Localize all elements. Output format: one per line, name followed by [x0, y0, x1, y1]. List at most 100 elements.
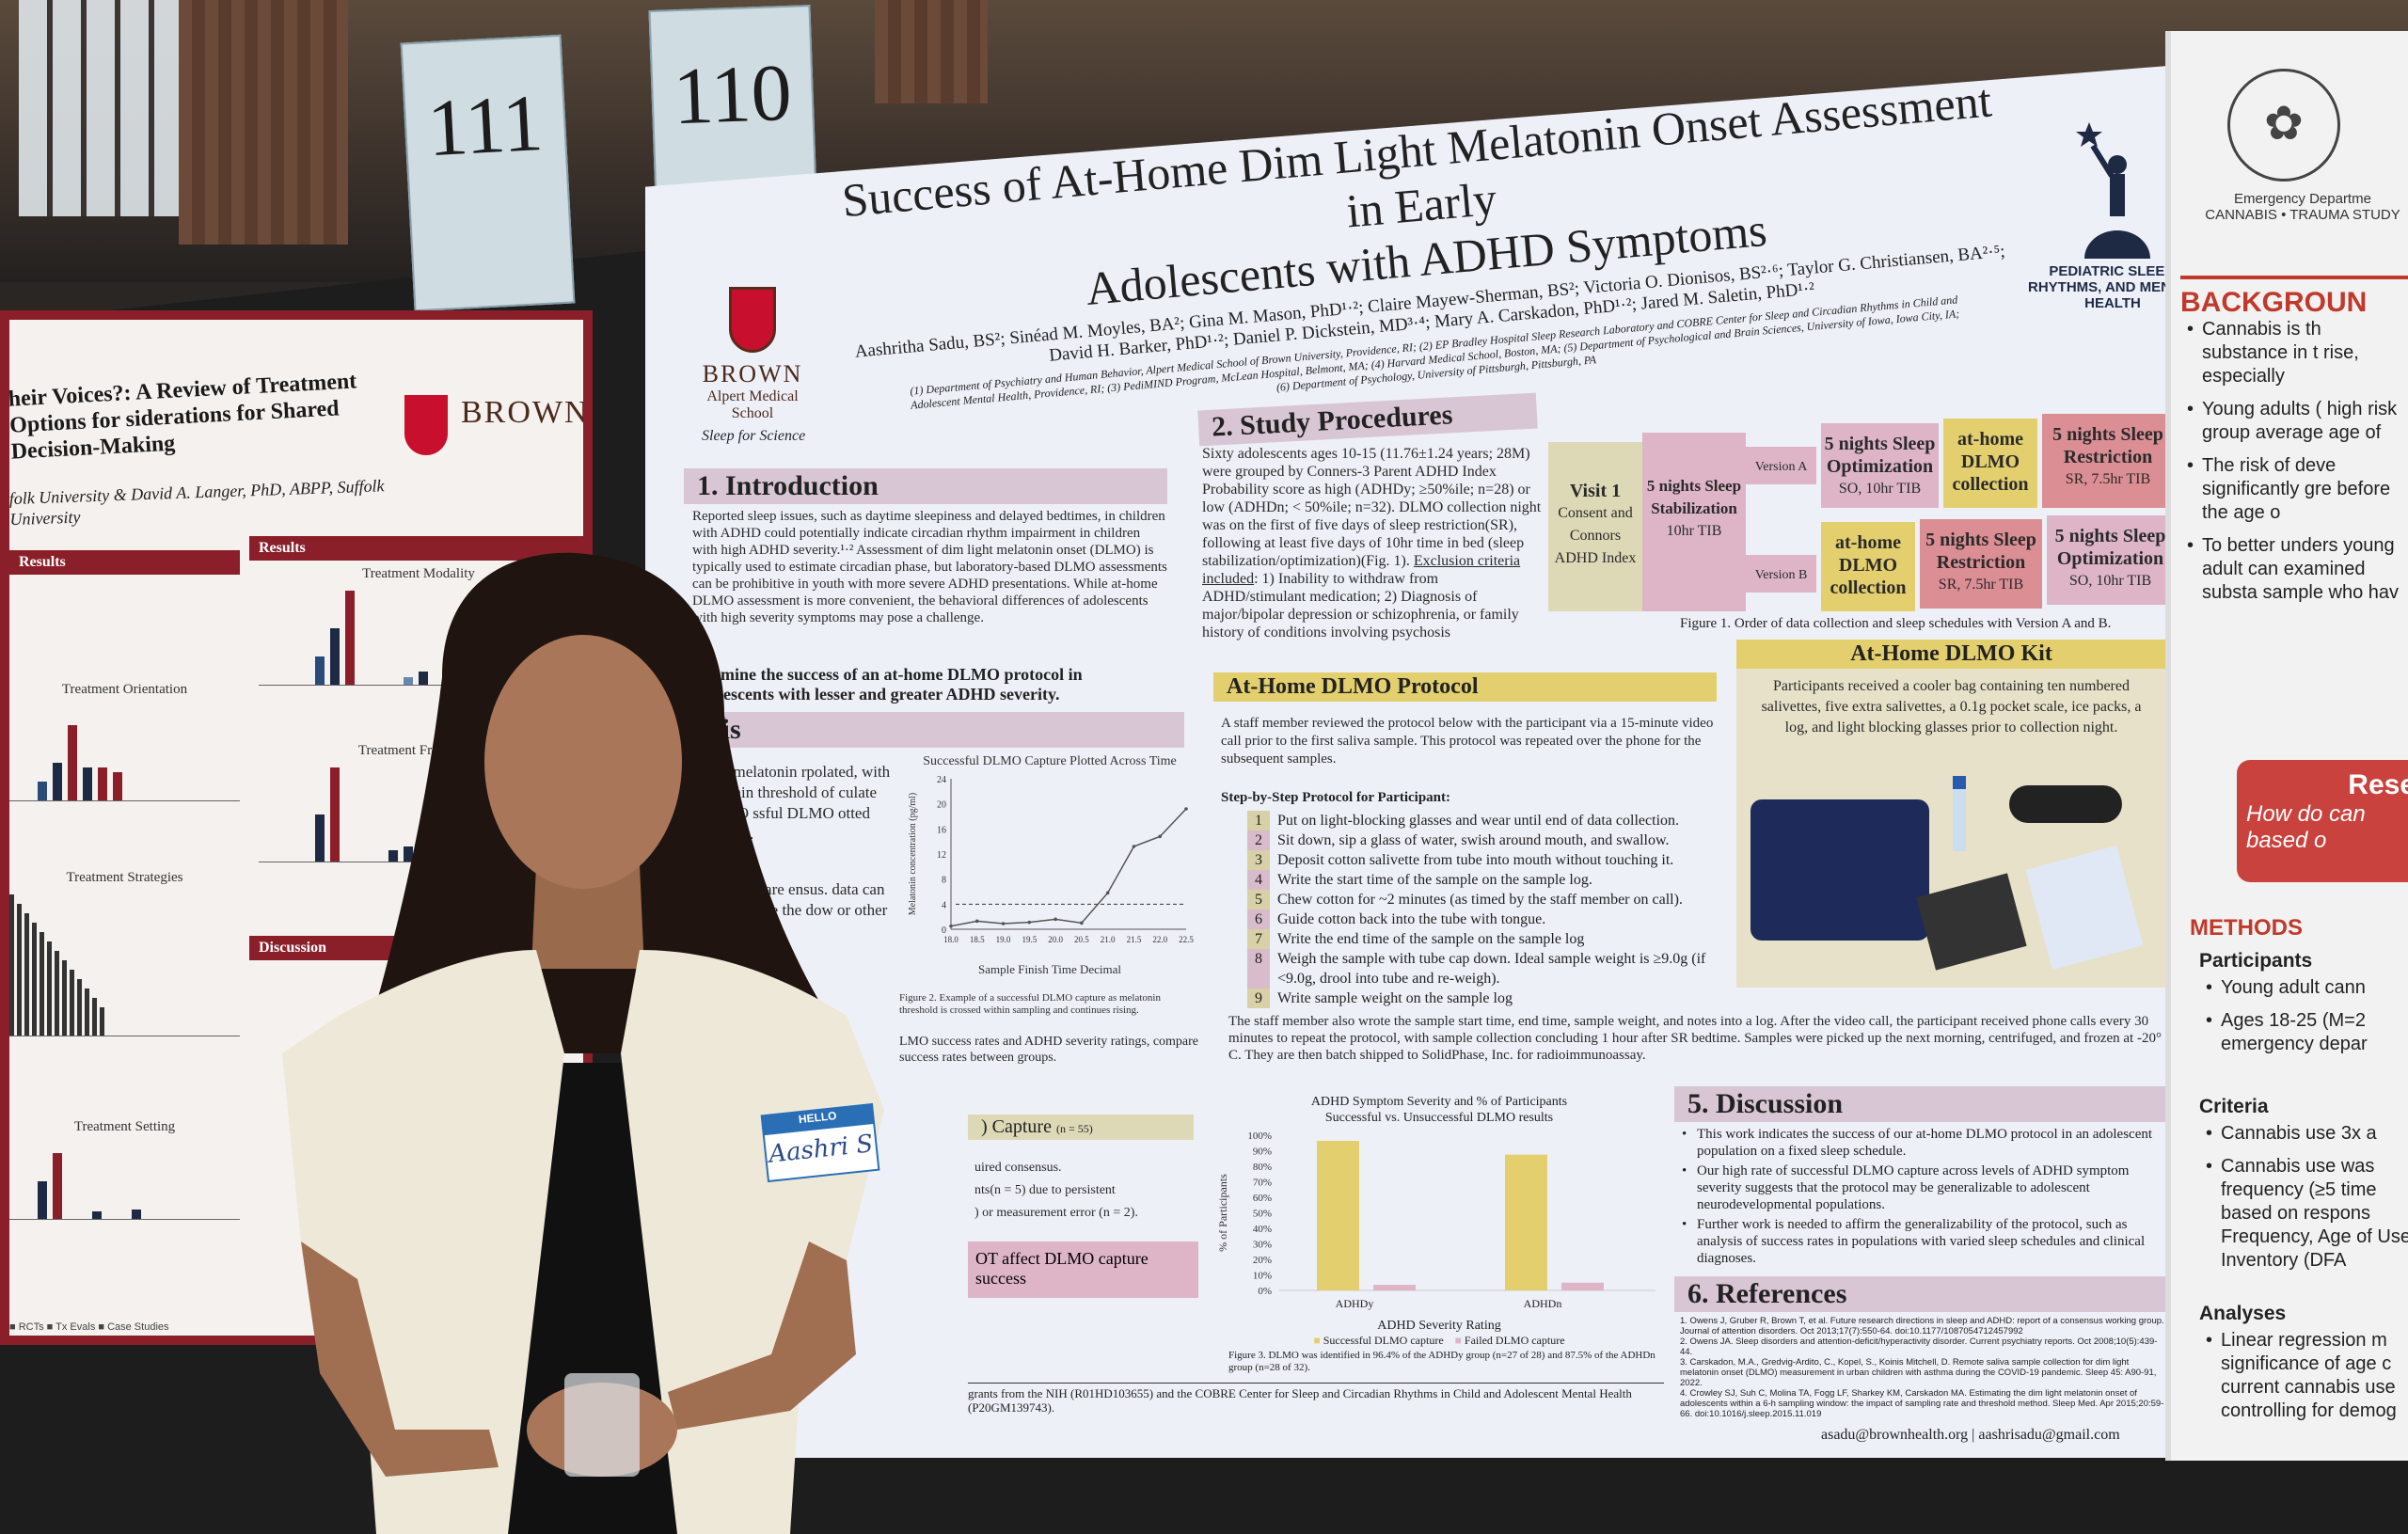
- chart-treatment-orientation: Treatment Orientation: [9, 682, 240, 801]
- x-tick-label: 22.5: [1179, 935, 1194, 944]
- y-tick-label: 60%: [1253, 1193, 1272, 1204]
- protocol-header: At-Home DLMO Protocol: [1213, 672, 1717, 702]
- results-header: Results: [249, 536, 583, 561]
- flow-label: 5 nights Sleep Restriction: [2052, 424, 2163, 467]
- chart-legend: ■ RCTs ■ Tx Evals ■ Case Studies: [9, 1321, 169, 1333]
- fig3-xlabel: ADHD Severity Rating: [1377, 1319, 1501, 1333]
- step-text: Put on light-blocking glasses and wear u…: [1277, 813, 1680, 829]
- y-tick-label: 20%: [1253, 1255, 1272, 1266]
- flow-stabilization: 5 nights Sleep Stabilization 10hr TIB: [1642, 433, 1746, 611]
- exclusion-label: Exclusion criteria included: [1202, 553, 1521, 587]
- chart-title: Treatment Modality: [362, 566, 475, 581]
- y-tick-label: 16: [937, 825, 946, 835]
- capture-text: uired consensus. nts(n = 5) due to persis…: [974, 1157, 1200, 1225]
- y-tick-label: 0: [942, 925, 946, 936]
- right-poster-bullet: Cannabis is th substance in t rise, espe…: [2185, 318, 2408, 388]
- flow-sublabel: Consent and Connors ADHD Index: [1554, 505, 1637, 566]
- step-text: Deposit cotton salivette from tube into …: [1277, 852, 1674, 868]
- step-text: Sit down, sip a glass of water, swish ar…: [1277, 832, 1670, 848]
- flow-optimization-a: 5 nights Sleep Optimization SO, 10hr TIB: [1821, 423, 1939, 508]
- flow-restriction-a: 5 nights Sleep Restriction SR, 7.5hr TIB: [2042, 414, 2174, 508]
- fig3-bar-chart: ADHD Symptom Severity and % of Participa…: [1213, 1094, 1665, 1348]
- fig2-plot: 0 4 8 12 16 20 24 18.0 18.5 19.0 19.5 20.0 20.5 21.0 2…: [908, 775, 1194, 944]
- x-tick-label: 19.0: [996, 935, 1011, 944]
- brown-subtitle: Alpert Medical School: [706, 388, 799, 421]
- flow-version-a: Version A: [1746, 447, 1816, 484]
- capture-line: ) or measurement error (n = 2).: [974, 1206, 1138, 1220]
- bar-ADHDy-failed: [1373, 1285, 1416, 1290]
- window: [19, 0, 179, 216]
- fig2-title: Successful DLMO Capture Plotted Across T…: [923, 754, 1177, 768]
- chart-title: Treatment Orientation: [61, 682, 188, 697]
- chart-treatment-strategies: Treatment Strategies: [9, 870, 240, 1036]
- step-number: 6: [1247, 909, 1270, 929]
- reference-item: 2. Owens JA. Sleep disorders and attenti…: [1680, 1336, 2158, 1357]
- y-tick-label: 40%: [1253, 1224, 1272, 1235]
- reference-item: 1. Owens J, Gruber R, Brown T, et al. Fu…: [1680, 1316, 2164, 1336]
- right-poster-bullet: Linear regression m significance of age …: [2204, 1329, 2408, 1423]
- analysis-header: ysis: [684, 712, 1184, 748]
- flow-label: 5 nights Sleep Restriction: [1925, 530, 2036, 573]
- step-text: Write sample weight on the sample log: [1277, 990, 1513, 1006]
- research-question-box: Rese How do can based o: [2237, 760, 2408, 882]
- blue-blocking-glasses-image: [2009, 785, 2122, 823]
- data-point: [949, 924, 953, 928]
- bar-ADHDn-failed: [1561, 1282, 1604, 1290]
- capture-line: nts(n = 5) due to persistent: [974, 1183, 1116, 1197]
- fig1-flowchart: Visit 1 Consent and Connors ADHD Index 5 …: [1548, 414, 2188, 616]
- contact-email: asadu@brownhealth.org | aashrisadu@gmail…: [1821, 1427, 2120, 1443]
- funding-note: grants from the NIH (R01HD103655) and th…: [968, 1383, 1664, 1415]
- y-tick-label: 20: [937, 800, 946, 811]
- x-tick-label: 19.5: [1022, 935, 1037, 944]
- protocol-step: 5 Chew cotton for ~2 minutes (as timed by…: [1247, 890, 1736, 909]
- flow-sublabel: 10hr TIB: [1666, 523, 1722, 539]
- flow-sublabel: SR, 7.5hr TIB: [1938, 577, 2024, 593]
- x-tick-label: 21.5: [1127, 935, 1142, 944]
- research-title: Rese: [2348, 769, 2408, 800]
- protocol-steps: 1 Put on light-blocking glasses and wear …: [1247, 811, 1736, 1008]
- discussion-bullet: Our high rate of successful DLMO capture…: [1680, 1162, 2164, 1213]
- discussion-header: 5. Discussion: [1674, 1086, 2166, 1122]
- kit-header: At-Home DLMO Kit: [1736, 640, 2166, 669]
- step-number: 9: [1247, 988, 1270, 1008]
- fig2-xlabel: Sample Finish Time Decimal: [977, 962, 1122, 976]
- flow-version-b: Version B: [1746, 555, 1816, 593]
- y-tick-label: 80%: [1253, 1162, 1272, 1173]
- data-point: [1001, 922, 1006, 925]
- exclusion-text: : 1) Inability to withdraw from ADHD/sti…: [1202, 571, 1519, 640]
- x-tick-label: 21.0: [1101, 935, 1116, 944]
- fig3-plot: 0% 10% 20% 30% 40% 50% 60% 70% 80% 90% 100% % of Pa…: [1216, 1131, 1656, 1310]
- child-reaching-star-icon: [2076, 122, 2150, 259]
- right-poster-bullet: Cannabis use was frequency (≥5 time base…: [2204, 1155, 2408, 1273]
- step-text: Guide cotton back into the tube with ton…: [1277, 911, 1546, 927]
- x-tick-label: 20.0: [1048, 935, 1063, 944]
- brown-shield-icon: [404, 395, 448, 455]
- protocol-intro: A staff member reviewed the protocol bel…: [1221, 716, 1714, 767]
- result-finding: OT affect DLMO capture success: [968, 1241, 1198, 1298]
- analyses-bullets: Linear regression m significance of age …: [2204, 1329, 2408, 1432]
- plastic-cup: [564, 1373, 640, 1477]
- y-tick-label: 8: [942, 876, 946, 886]
- discussion-bullets: This work indicates the success of our a…: [1680, 1126, 2164, 1270]
- y-tick-label: 30%: [1253, 1240, 1272, 1251]
- arm: [301, 1241, 856, 1477]
- step-number: 7: [1247, 929, 1270, 949]
- data-point: [1054, 917, 1057, 922]
- chart-title: Treatment Strategies: [66, 870, 183, 885]
- right-poster-bullet: To better unders young adult can examine…: [2185, 534, 2408, 605]
- bar-ADHDn-successful: [1505, 1154, 1547, 1290]
- study-dept: Emergency Departme CANNABIS • TRAUMA STUD…: [2190, 191, 2408, 223]
- y-tick-label: 4: [942, 900, 946, 910]
- fig3-caption: Figure 3. DLMO was identified in 96.4% o…: [1228, 1350, 1656, 1373]
- ice-pack-image: [2025, 845, 2144, 971]
- flow-label: Visit 1: [1569, 481, 1622, 501]
- flow-visit1: Visit 1 Consent and Connors ADHD Index: [1548, 442, 1642, 611]
- flow-label: 5 nights Sleep Stabilization: [1646, 477, 1742, 517]
- y-tick-label: 0%: [1258, 1286, 1272, 1297]
- fig3-title: ADHD Symptom Severity and % of Participa…: [1310, 1095, 1568, 1125]
- fig2-caption: Figure 2. Example of a successful DLMO c…: [899, 992, 1161, 1016]
- data-point: [1105, 891, 1110, 895]
- legend-swatch: ■: [1454, 1334, 1462, 1347]
- data-point: [974, 919, 979, 924]
- pocket-scale-image: [1916, 873, 2027, 971]
